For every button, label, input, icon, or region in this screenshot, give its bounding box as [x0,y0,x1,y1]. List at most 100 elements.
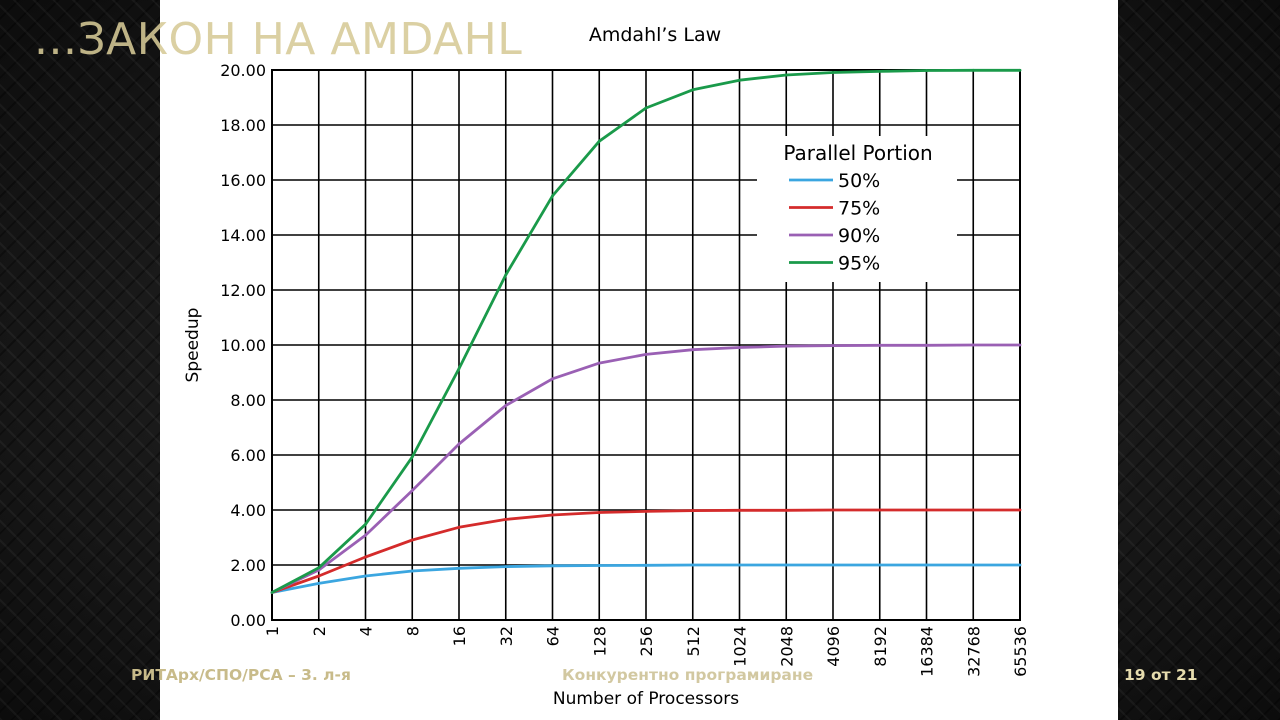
data-point-50% [457,566,461,570]
legend-title: Parallel Portion [783,141,932,165]
data-point-95% [1018,68,1022,72]
data-point-95% [504,273,508,277]
data-point-90% [504,404,508,407]
data-point-50% [691,563,695,567]
data-point-50% [410,569,414,573]
data-point-50% [878,563,882,567]
x-tick-label: 1 [263,626,282,636]
data-point-95% [878,69,882,73]
x-tick-label: 512 [684,626,703,657]
data-point-90% [784,344,788,348]
data-point-75% [364,555,367,559]
data-point-90% [738,346,741,349]
amdahl-chart: Parallel Portion 50% 75% 90% 95% 0.00 2.00 4.0… [183,24,1030,709]
legend-entry: 75% [838,198,880,220]
x-tick-label: 128 [590,626,609,657]
data-point-90% [457,442,461,446]
data-point-95% [925,69,928,72]
data-point-50% [784,563,788,567]
x-tick-label: 8192 [871,626,890,667]
data-point-50% [925,563,928,567]
data-point-95% [738,78,741,82]
x-tick-label: 32 [497,626,516,646]
data-point-75% [925,508,928,512]
x-tick-label: 65536 [1011,626,1030,677]
data-point-95% [784,73,788,77]
data-point-50% [317,582,321,585]
data-point-90% [925,343,928,347]
data-point-90% [364,533,367,537]
footer-subject: Конкурентно програмиране [562,666,814,684]
slide-title: ...ЗАКОН НА AMDAHL [34,14,523,65]
data-point-90% [551,377,554,381]
data-point-95% [691,88,695,92]
x-tick-label: 16384 [918,626,937,677]
data-point-75% [738,508,741,512]
data-point-95% [831,71,835,74]
data-point-75% [644,509,648,513]
data-point-90% [971,343,975,347]
legend-entry: 50% [838,170,880,192]
x-tick-label: 1024 [731,626,750,667]
y-tick-label: 4.00 [230,501,266,520]
data-point-95% [597,139,601,143]
x-tick-label: 4096 [824,626,843,667]
data-point-95% [270,591,274,594]
data-point-95% [971,68,975,72]
data-point-90% [597,361,601,365]
data-point-75% [1018,508,1022,512]
data-point-50% [597,564,601,567]
data-point-50% [738,563,741,567]
data-point-75% [551,513,554,517]
data-point-75% [457,525,461,529]
x-tick-label: 2048 [777,626,796,667]
y-tick-label: 14.00 [220,226,266,245]
data-point-75% [878,508,882,512]
data-point-90% [831,344,835,347]
x-tick-label: 64 [544,626,563,646]
y-tick-label: 0.00 [230,611,266,630]
data-point-90% [644,352,648,356]
x-tick-label: 256 [637,626,656,657]
x-axis-label: Number of Processors [553,689,739,709]
data-point-50% [504,565,508,569]
data-point-75% [831,508,835,512]
y-tick-label: 20.00 [220,61,266,80]
data-point-95% [410,455,414,459]
legend-entry: 90% [838,225,880,247]
chart-panel: Parallel Portion 50% 75% 90% 95% 0.00 2.00 4.0… [160,0,1118,720]
page-number: 19 от 21 [1124,666,1198,684]
y-tick-label: 10.00 [220,336,266,355]
data-point-95% [551,194,554,198]
y-tick-label: 18.00 [220,116,266,135]
data-point-95% [317,566,321,570]
data-point-50% [644,563,648,567]
data-point-75% [597,511,601,514]
data-point-95% [364,522,367,526]
x-tick-label: 8 [403,626,422,636]
y-tick-label: 2.00 [230,556,266,575]
y-tick-label: 8.00 [230,391,266,410]
data-point-75% [971,508,975,512]
data-point-90% [878,343,882,347]
x-tick-label: 2 [310,626,329,636]
x-tick-label: 16 [450,626,469,646]
data-point-75% [317,574,321,578]
chart-title: Amdahl’s Law [589,24,721,46]
data-point-75% [410,538,414,542]
data-point-75% [691,509,695,512]
y-tick-label: 16.00 [220,171,266,190]
data-point-90% [1018,343,1022,347]
data-point-50% [551,564,554,568]
data-point-50% [831,563,835,567]
data-point-95% [644,106,648,110]
footer-course: РИТАрх/СПО/РСА – 3. л-я [131,666,351,684]
y-axis-label: Speedup [183,308,203,383]
legend-box [757,136,957,282]
x-tick-label: 4 [357,626,376,636]
legend-entry: 95% [838,253,880,275]
data-point-50% [1018,563,1022,567]
data-point-75% [504,517,508,521]
data-point-90% [410,489,414,492]
data-point-50% [364,574,367,578]
